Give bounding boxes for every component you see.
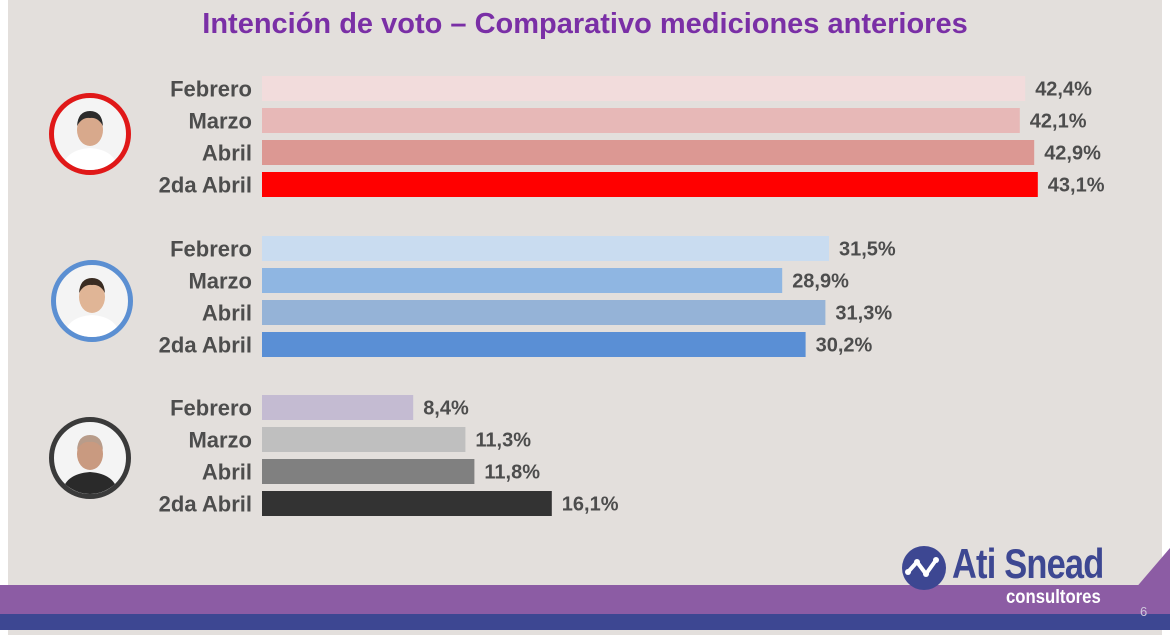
company-logo: Ati Snead consultores: [900, 540, 1120, 610]
category-label: Marzo: [188, 109, 252, 134]
category-label: Febrero: [170, 237, 252, 262]
bar: [262, 268, 783, 293]
category-label: Abril: [202, 301, 252, 326]
value-label: 31,3%: [835, 303, 892, 325]
logo-name: Ati Snead: [952, 540, 1104, 587]
value-label: 28,9%: [792, 271, 849, 293]
value-label: 42,9%: [1044, 143, 1101, 165]
person-icon: [62, 435, 118, 494]
bar: [262, 491, 552, 516]
value-label: 43,1%: [1048, 175, 1105, 197]
value-label: 42,4%: [1035, 79, 1092, 101]
chart-title: Intención de voto – Comparativo medicion…: [202, 8, 968, 40]
category-label: 2da Abril: [159, 173, 252, 198]
category-label: Febrero: [170, 396, 252, 421]
category-label: Febrero: [170, 77, 252, 102]
bar: [262, 172, 1038, 197]
footer-bottom-strip: [0, 614, 1170, 630]
candidate-photo-1: [49, 93, 131, 175]
page-number: 6: [1140, 604, 1148, 619]
bar: [262, 108, 1020, 133]
person-icon: [62, 111, 118, 170]
person-icon: [64, 278, 120, 337]
value-label: 16,1%: [562, 494, 619, 516]
candidate-photo-2: [51, 260, 133, 342]
bar: [262, 300, 826, 325]
bar: [262, 395, 414, 420]
bar: [262, 76, 1026, 101]
footer-band: [0, 585, 1170, 615]
candidate-photo-3: [49, 417, 131, 499]
category-label: Marzo: [188, 269, 252, 294]
category-label: Abril: [202, 460, 252, 485]
category-label: Abril: [202, 141, 252, 166]
category-label: 2da Abril: [159, 333, 252, 358]
bar: [262, 140, 1035, 165]
value-label: 11,3%: [475, 430, 531, 452]
category-label: Marzo: [188, 428, 252, 453]
value-label: 30,2%: [816, 335, 873, 357]
bar-chart: Febrero 42,4% Marzo 42,1% Abril 42,9% 2da Abri…: [159, 76, 1105, 517]
value-label: 31,5%: [839, 239, 896, 261]
bar: [262, 332, 806, 357]
bar: [262, 236, 829, 261]
bar: [262, 427, 466, 452]
bar: [262, 459, 475, 484]
logo-subtitle: consultores: [1006, 587, 1101, 608]
value-label: 8,4%: [423, 398, 469, 420]
value-label: 11,8%: [484, 462, 540, 484]
value-label: 42,1%: [1030, 111, 1087, 133]
logo-mark-icon: [902, 546, 946, 590]
category-label: 2da Abril: [159, 492, 252, 517]
